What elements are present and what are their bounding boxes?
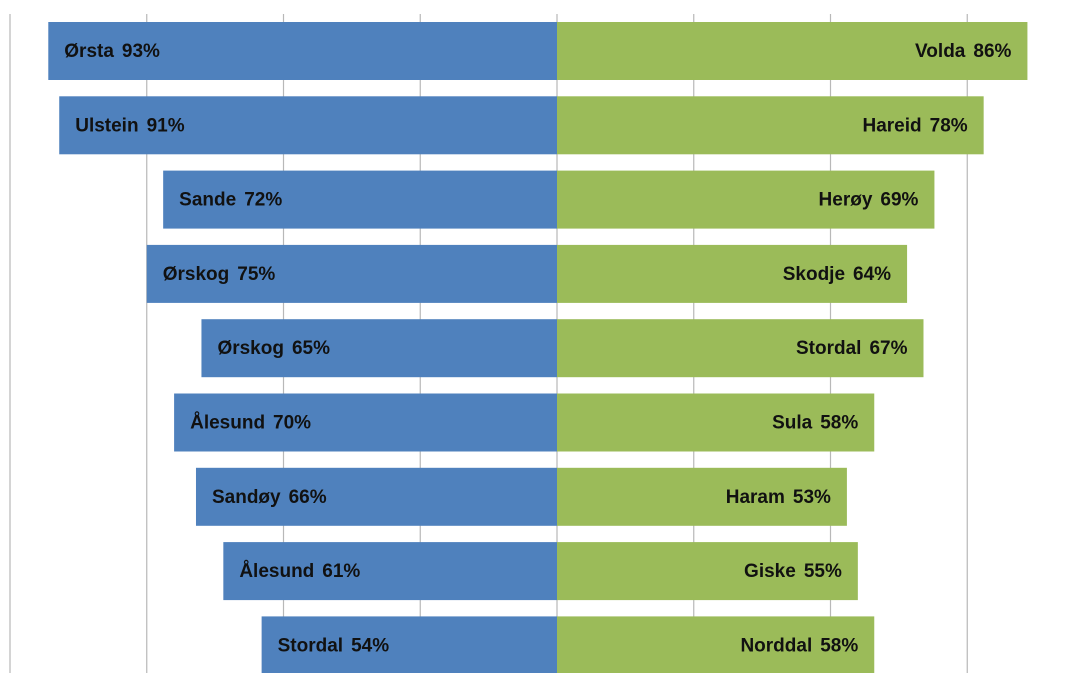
- bar-label: Sula 58%: [772, 413, 858, 434]
- value-label: 61%: [322, 561, 360, 582]
- bar-label: Ålesund 70%: [190, 413, 311, 434]
- category-label: Stordal: [278, 635, 343, 656]
- category-label: Giske: [744, 561, 796, 582]
- value-label: 70%: [273, 413, 311, 434]
- bar-label: Volda 86%: [915, 41, 1011, 62]
- bar-label: Ørskog 75%: [163, 264, 276, 285]
- bar: [557, 467, 847, 526]
- bar: [146, 244, 557, 303]
- category-label: Ørskog: [163, 264, 230, 285]
- bar: [557, 244, 908, 303]
- bar: [59, 96, 557, 155]
- value-label: 69%: [880, 190, 918, 211]
- bar: [195, 467, 558, 526]
- bar-label: Hareid 78%: [862, 115, 967, 136]
- category-label: Ørskog: [217, 338, 284, 359]
- value-label: 93%: [122, 41, 160, 62]
- category-label: Haram: [726, 487, 785, 508]
- value-label: 91%: [147, 115, 185, 136]
- bar-label: Norddal 58%: [740, 635, 858, 656]
- category-label: Stordal: [796, 338, 861, 359]
- bar-label: Ålesund 61%: [239, 561, 360, 582]
- category-label: Norddal: [740, 635, 812, 656]
- bar-label: Stordal 54%: [278, 635, 390, 656]
- value-label: 58%: [820, 635, 858, 656]
- bar-label: Ørskog 65%: [217, 338, 330, 359]
- value-label: 53%: [793, 487, 831, 508]
- category-label: Ålesund: [239, 561, 314, 582]
- bar-label: Sande 72%: [179, 190, 282, 211]
- bar-label: Ulstein 91%: [75, 115, 184, 136]
- value-label: 72%: [244, 190, 282, 211]
- bar: [557, 319, 924, 378]
- bar: [557, 542, 858, 601]
- bar-label: Skodje 64%: [783, 264, 891, 285]
- bar: [201, 319, 557, 378]
- bar: [557, 616, 875, 673]
- bar: [174, 393, 557, 452]
- value-label: 67%: [869, 338, 907, 359]
- value-label: 58%: [820, 413, 858, 434]
- category-label: Sandøy: [212, 487, 281, 508]
- value-label: 64%: [853, 264, 891, 285]
- value-label: 66%: [289, 487, 327, 508]
- value-label: 75%: [237, 264, 275, 285]
- category-label: Sula: [772, 413, 813, 434]
- value-label: 65%: [292, 338, 330, 359]
- bar-label: Ørsta 93%: [64, 41, 160, 62]
- bar: [557, 393, 875, 452]
- value-label: 55%: [804, 561, 842, 582]
- bar-label: Herøy 69%: [819, 190, 919, 211]
- bar: [261, 616, 557, 673]
- bar: [48, 22, 557, 80]
- bar-label: Giske 55%: [744, 561, 842, 582]
- category-label: Skodje: [783, 264, 845, 285]
- bar: [223, 542, 557, 601]
- category-label: Ørsta: [64, 41, 114, 62]
- value-label: 86%: [973, 41, 1011, 62]
- category-label: Ulstein: [75, 115, 138, 136]
- category-label: Ålesund: [190, 413, 265, 434]
- bar-label: Haram 53%: [726, 487, 831, 508]
- bar-label: Sandøy 66%: [212, 487, 327, 508]
- bar: [557, 96, 984, 155]
- bar: [557, 170, 935, 229]
- category-label: Herøy: [819, 190, 873, 211]
- category-label: Volda: [915, 41, 966, 62]
- value-label: 78%: [930, 115, 968, 136]
- bar: [163, 170, 557, 229]
- value-label: 54%: [351, 635, 389, 656]
- category-label: Hareid: [862, 115, 921, 136]
- bar: [557, 22, 1028, 80]
- bar-label: Stordal 67%: [796, 338, 908, 359]
- category-label: Sande: [179, 190, 236, 211]
